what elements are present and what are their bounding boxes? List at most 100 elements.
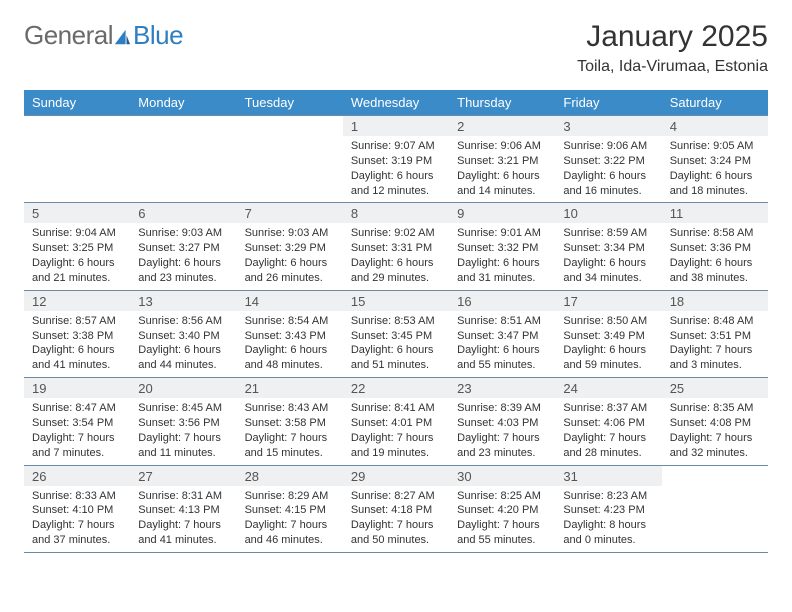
- sunset-text: Sunset: 3:45 PM: [351, 329, 441, 344]
- sunrise-text: Sunrise: 8:25 AM: [457, 489, 547, 504]
- daylight-text: Daylight: 6 hours and 34 minutes.: [563, 256, 653, 286]
- sunrise-text: Sunrise: 9:02 AM: [351, 226, 441, 241]
- day-details: Sunrise: 8:59 AMSunset: 3:34 PMDaylight:…: [555, 223, 661, 289]
- daylight-text: Daylight: 6 hours and 12 minutes.: [351, 169, 441, 199]
- sunrise-text: Sunrise: 8:35 AM: [670, 401, 760, 416]
- day-number: 31: [555, 466, 661, 486]
- calendar-cell: 2Sunrise: 9:06 AMSunset: 3:21 PMDaylight…: [449, 116, 555, 203]
- sunset-text: Sunset: 4:08 PM: [670, 416, 760, 431]
- sail-icon: [113, 28, 131, 46]
- daylight-text: Daylight: 6 hours and 21 minutes.: [32, 256, 122, 286]
- daylight-text: Daylight: 7 hours and 23 minutes.: [457, 431, 547, 461]
- day-number: 5: [24, 203, 130, 223]
- calendar-cell: [130, 116, 236, 203]
- weekday-header: Wednesday: [343, 90, 449, 116]
- sunset-text: Sunset: 4:03 PM: [457, 416, 547, 431]
- day-number: 14: [237, 291, 343, 311]
- calendar-cell: 14Sunrise: 8:54 AMSunset: 3:43 PMDayligh…: [237, 290, 343, 377]
- daylight-text: Daylight: 6 hours and 23 minutes.: [138, 256, 228, 286]
- logo: General Blue: [24, 20, 183, 51]
- day-number: 3: [555, 116, 661, 136]
- sunrise-text: Sunrise: 8:58 AM: [670, 226, 760, 241]
- calendar-cell: 26Sunrise: 8:33 AMSunset: 4:10 PMDayligh…: [24, 465, 130, 552]
- calendar-cell: 18Sunrise: 8:48 AMSunset: 3:51 PMDayligh…: [662, 290, 768, 377]
- daylight-text: Daylight: 6 hours and 41 minutes.: [32, 343, 122, 373]
- calendar-cell: 1Sunrise: 9:07 AMSunset: 3:19 PMDaylight…: [343, 116, 449, 203]
- daylight-text: Daylight: 7 hours and 32 minutes.: [670, 431, 760, 461]
- calendar-row: 5Sunrise: 9:04 AMSunset: 3:25 PMDaylight…: [24, 203, 768, 290]
- calendar-cell: 27Sunrise: 8:31 AMSunset: 4:13 PMDayligh…: [130, 465, 236, 552]
- day-details: Sunrise: 8:57 AMSunset: 3:38 PMDaylight:…: [24, 311, 130, 377]
- daylight-text: Daylight: 7 hours and 15 minutes.: [245, 431, 335, 461]
- daylight-text: Daylight: 6 hours and 26 minutes.: [245, 256, 335, 286]
- day-number: 6: [130, 203, 236, 223]
- calendar-cell: 9Sunrise: 9:01 AMSunset: 3:32 PMDaylight…: [449, 203, 555, 290]
- weekday-header: Monday: [130, 90, 236, 116]
- sunset-text: Sunset: 3:54 PM: [32, 416, 122, 431]
- sunrise-text: Sunrise: 8:27 AM: [351, 489, 441, 504]
- sunset-text: Sunset: 4:06 PM: [563, 416, 653, 431]
- daylight-text: Daylight: 7 hours and 50 minutes.: [351, 518, 441, 548]
- day-details: Sunrise: 8:48 AMSunset: 3:51 PMDaylight:…: [662, 311, 768, 377]
- sunrise-text: Sunrise: 8:56 AM: [138, 314, 228, 329]
- daylight-text: Daylight: 7 hours and 3 minutes.: [670, 343, 760, 373]
- calendar-cell: 13Sunrise: 8:56 AMSunset: 3:40 PMDayligh…: [130, 290, 236, 377]
- calendar-row: 1Sunrise: 9:07 AMSunset: 3:19 PMDaylight…: [24, 116, 768, 203]
- calendar-row: 26Sunrise: 8:33 AMSunset: 4:10 PMDayligh…: [24, 465, 768, 552]
- calendar-cell: 30Sunrise: 8:25 AMSunset: 4:20 PMDayligh…: [449, 465, 555, 552]
- daylight-text: Daylight: 6 hours and 18 minutes.: [670, 169, 760, 199]
- sunset-text: Sunset: 3:29 PM: [245, 241, 335, 256]
- calendar-cell: 31Sunrise: 8:23 AMSunset: 4:23 PMDayligh…: [555, 465, 661, 552]
- sunrise-text: Sunrise: 8:43 AM: [245, 401, 335, 416]
- calendar-cell: 6Sunrise: 9:03 AMSunset: 3:27 PMDaylight…: [130, 203, 236, 290]
- day-number: 4: [662, 116, 768, 136]
- sunset-text: Sunset: 3:21 PM: [457, 154, 547, 169]
- day-details: Sunrise: 9:03 AMSunset: 3:29 PMDaylight:…: [237, 223, 343, 289]
- calendar-cell: 22Sunrise: 8:41 AMSunset: 4:01 PMDayligh…: [343, 378, 449, 465]
- calendar-cell: 21Sunrise: 8:43 AMSunset: 3:58 PMDayligh…: [237, 378, 343, 465]
- sunrise-text: Sunrise: 8:33 AM: [32, 489, 122, 504]
- day-details: Sunrise: 9:05 AMSunset: 3:24 PMDaylight:…: [662, 136, 768, 202]
- daylight-text: Daylight: 6 hours and 44 minutes.: [138, 343, 228, 373]
- sunset-text: Sunset: 3:43 PM: [245, 329, 335, 344]
- sunset-text: Sunset: 3:19 PM: [351, 154, 441, 169]
- page-title: January 2025: [577, 20, 768, 54]
- day-details: Sunrise: 8:35 AMSunset: 4:08 PMDaylight:…: [662, 398, 768, 464]
- sunrise-text: Sunrise: 9:05 AM: [670, 139, 760, 154]
- daylight-text: Daylight: 6 hours and 59 minutes.: [563, 343, 653, 373]
- day-details: Sunrise: 8:56 AMSunset: 3:40 PMDaylight:…: [130, 311, 236, 377]
- sunset-text: Sunset: 3:24 PM: [670, 154, 760, 169]
- sunset-text: Sunset: 3:38 PM: [32, 329, 122, 344]
- sunrise-text: Sunrise: 8:39 AM: [457, 401, 547, 416]
- sunset-text: Sunset: 4:13 PM: [138, 503, 228, 518]
- daylight-text: Daylight: 6 hours and 48 minutes.: [245, 343, 335, 373]
- day-number: 29: [343, 466, 449, 486]
- sunrise-text: Sunrise: 9:06 AM: [457, 139, 547, 154]
- day-details: Sunrise: 8:25 AMSunset: 4:20 PMDaylight:…: [449, 486, 555, 552]
- day-number: 28: [237, 466, 343, 486]
- sunset-text: Sunset: 4:23 PM: [563, 503, 653, 518]
- day-details: Sunrise: 8:31 AMSunset: 4:13 PMDaylight:…: [130, 486, 236, 552]
- daylight-text: Daylight: 7 hours and 28 minutes.: [563, 431, 653, 461]
- day-number: 8: [343, 203, 449, 223]
- day-details: Sunrise: 9:06 AMSunset: 3:21 PMDaylight:…: [449, 136, 555, 202]
- calendar-table: Sunday Monday Tuesday Wednesday Thursday…: [24, 90, 768, 553]
- weekday-header: Tuesday: [237, 90, 343, 116]
- calendar-cell: 5Sunrise: 9:04 AMSunset: 3:25 PMDaylight…: [24, 203, 130, 290]
- day-number: 17: [555, 291, 661, 311]
- sunrise-text: Sunrise: 8:48 AM: [670, 314, 760, 329]
- sunrise-text: Sunrise: 8:45 AM: [138, 401, 228, 416]
- day-details: Sunrise: 8:50 AMSunset: 3:49 PMDaylight:…: [555, 311, 661, 377]
- day-number: 15: [343, 291, 449, 311]
- sunrise-text: Sunrise: 8:51 AM: [457, 314, 547, 329]
- sunrise-text: Sunrise: 8:37 AM: [563, 401, 653, 416]
- calendar-cell: 25Sunrise: 8:35 AMSunset: 4:08 PMDayligh…: [662, 378, 768, 465]
- daylight-text: Daylight: 8 hours and 0 minutes.: [563, 518, 653, 548]
- day-details: Sunrise: 8:45 AMSunset: 3:56 PMDaylight:…: [130, 398, 236, 464]
- day-details: Sunrise: 9:04 AMSunset: 3:25 PMDaylight:…: [24, 223, 130, 289]
- calendar-cell: 10Sunrise: 8:59 AMSunset: 3:34 PMDayligh…: [555, 203, 661, 290]
- day-details: Sunrise: 8:23 AMSunset: 4:23 PMDaylight:…: [555, 486, 661, 552]
- logo-word-1: General: [24, 20, 113, 51]
- daylight-text: Daylight: 6 hours and 29 minutes.: [351, 256, 441, 286]
- sunrise-text: Sunrise: 9:06 AM: [563, 139, 653, 154]
